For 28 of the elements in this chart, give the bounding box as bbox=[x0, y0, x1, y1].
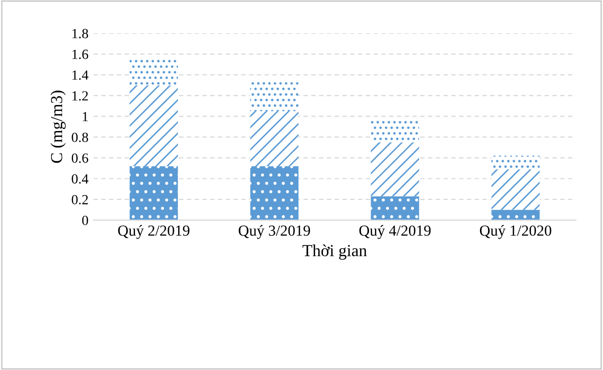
bar bbox=[250, 166, 298, 220]
y-axis-title: C (mg/m3) bbox=[50, 90, 66, 163]
bar bbox=[130, 58, 178, 86]
x-tick-label: Quý 1/2020 bbox=[480, 225, 552, 239]
y-tick-label: 1.2 bbox=[72, 91, 88, 101]
bar bbox=[370, 120, 420, 142]
x-tick-label: Quý 4/2019 bbox=[359, 225, 431, 239]
bar bbox=[250, 82, 298, 112]
bar bbox=[370, 196, 420, 220]
y-tick-label: 1.8 bbox=[72, 28, 88, 38]
bar bbox=[491, 169, 540, 210]
x-tick-label: Quý 2/2019 bbox=[118, 225, 190, 239]
bar bbox=[250, 111, 298, 166]
x-axis-title: Thời gian bbox=[302, 244, 367, 260]
y-tick-label: 0.2 bbox=[72, 194, 88, 204]
bar bbox=[130, 166, 178, 220]
bar bbox=[130, 85, 178, 166]
x-tick-label: Quý 3/2019 bbox=[238, 225, 310, 239]
y-tick-label: 0 bbox=[82, 216, 88, 226]
bar bbox=[491, 156, 540, 170]
y-tick-label: 1.6 bbox=[72, 50, 88, 60]
y-tick-label: 0.4 bbox=[72, 174, 88, 184]
y-tick-label: 0.8 bbox=[72, 132, 88, 142]
bar bbox=[491, 210, 540, 220]
y-tick-label: 0.6 bbox=[72, 153, 88, 163]
y-tick-label: 1 bbox=[82, 112, 88, 122]
bar bbox=[370, 142, 420, 196]
y-tick-label: 1.4 bbox=[72, 70, 88, 80]
